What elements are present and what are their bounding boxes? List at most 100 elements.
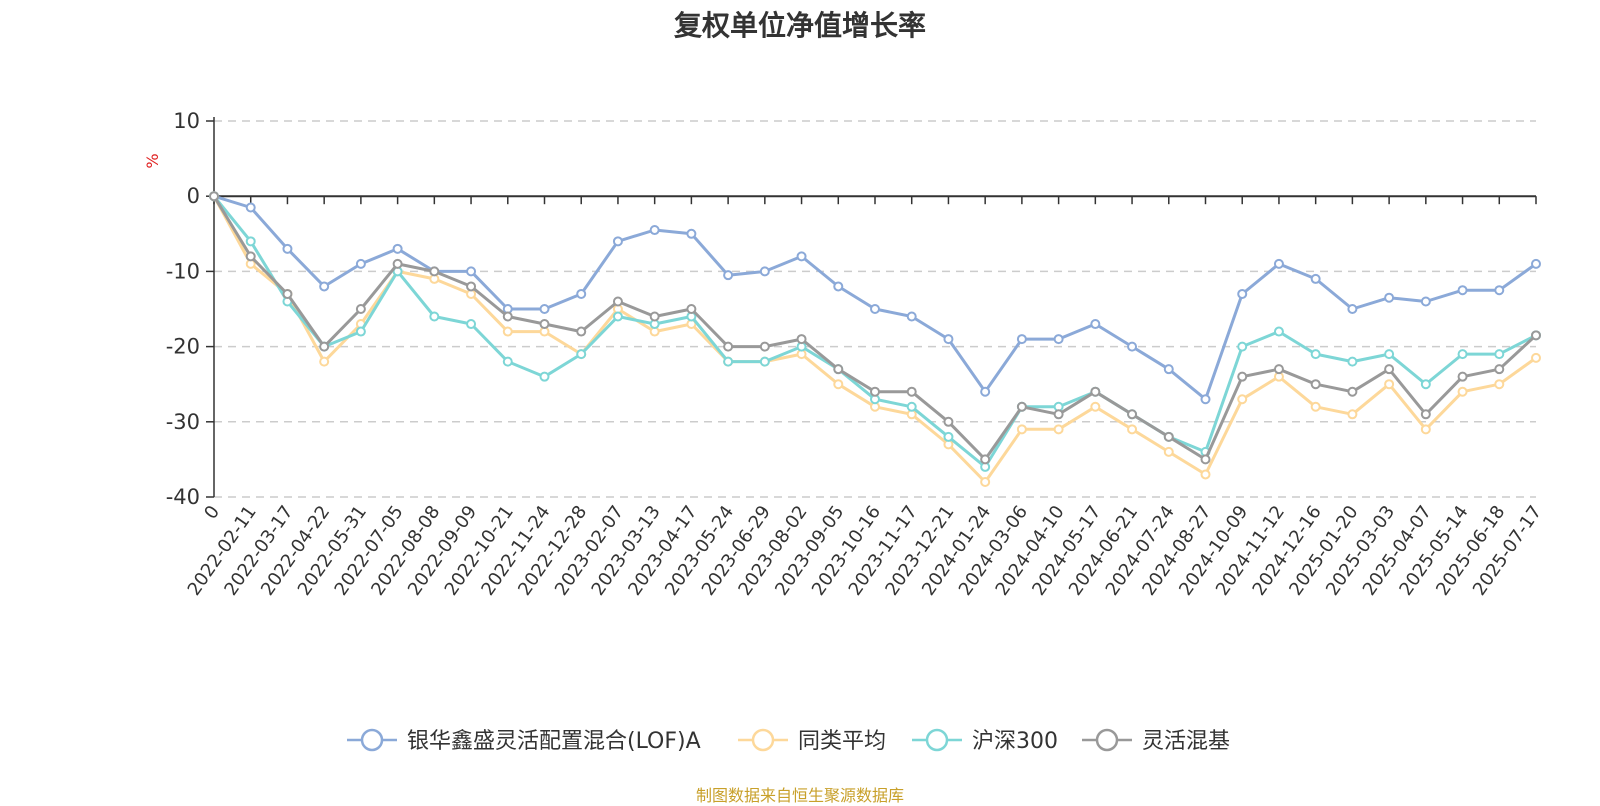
chart-title: 复权单位净值增长率 xyxy=(673,9,926,42)
data-point xyxy=(759,341,770,352)
data-point xyxy=(1384,349,1395,360)
data-point xyxy=(1531,330,1541,341)
data-point xyxy=(686,228,697,239)
legend-marker xyxy=(360,728,384,752)
data-point xyxy=(1420,424,1431,435)
data-point xyxy=(1384,379,1395,390)
data-point xyxy=(355,326,366,337)
y-tick-label: -10 xyxy=(166,259,200,283)
data-point xyxy=(796,251,807,262)
data-point xyxy=(1310,379,1321,390)
data-point xyxy=(1237,288,1248,299)
y-tick-label: -30 xyxy=(166,410,200,434)
data-point xyxy=(429,266,440,277)
data-point xyxy=(539,304,550,314)
data-point xyxy=(209,191,219,202)
data-point xyxy=(1090,319,1101,330)
data-point xyxy=(1310,401,1321,412)
data-point xyxy=(723,356,734,367)
data-point xyxy=(1163,446,1174,457)
data-point xyxy=(1127,424,1138,435)
legend-item-1: 同类平均 xyxy=(738,728,886,754)
data-point xyxy=(1200,394,1211,405)
x-tick-label: 0 xyxy=(200,502,224,523)
data-point xyxy=(1494,379,1505,390)
data-point xyxy=(392,243,403,254)
data-point xyxy=(1163,431,1174,442)
data-point xyxy=(1310,273,1321,284)
legend-label: 同类平均 xyxy=(798,729,886,754)
data-point xyxy=(1237,341,1248,352)
data-point xyxy=(1457,371,1468,382)
data-point xyxy=(576,288,587,299)
data-point xyxy=(1200,454,1211,465)
data-point xyxy=(870,304,880,314)
data-point xyxy=(576,326,587,337)
data-point xyxy=(282,243,293,254)
data-point xyxy=(355,304,366,314)
data-point xyxy=(282,288,293,299)
data-point xyxy=(1494,285,1505,296)
data-point xyxy=(429,311,440,322)
data-point xyxy=(1347,304,1358,314)
grid-layer xyxy=(214,120,1536,498)
data-point xyxy=(943,334,954,345)
series-layer xyxy=(209,191,1541,487)
series-line-3 xyxy=(212,195,1538,461)
data-point xyxy=(1494,349,1505,360)
data-point xyxy=(1347,356,1358,367)
series-line-0 xyxy=(213,194,1537,401)
data-point xyxy=(612,236,623,247)
data-point xyxy=(612,311,623,322)
data-point xyxy=(1347,409,1358,420)
data-point xyxy=(980,386,991,397)
data-point xyxy=(1053,334,1064,345)
data-point xyxy=(1016,334,1027,345)
data-point xyxy=(1127,341,1138,352)
data-point xyxy=(870,386,880,397)
source-note: 制图数据来自恒生聚源数据库 xyxy=(695,786,904,805)
data-point xyxy=(466,319,477,330)
data-point xyxy=(1457,349,1468,360)
legend-marker xyxy=(751,728,775,752)
data-point xyxy=(1420,379,1431,390)
data-point xyxy=(1016,401,1027,412)
data-point xyxy=(1420,296,1431,307)
data-point xyxy=(943,431,954,442)
legend-label: 灵活混基 xyxy=(1142,729,1230,754)
data-point xyxy=(1347,386,1358,397)
data-point xyxy=(1273,258,1284,269)
data-point xyxy=(1457,386,1468,397)
data-point xyxy=(245,236,256,247)
y-axis-label: % xyxy=(143,153,162,168)
data-point xyxy=(466,281,477,292)
data-point xyxy=(1163,364,1174,375)
data-point xyxy=(796,334,807,345)
data-point xyxy=(1053,409,1064,420)
data-point xyxy=(1053,424,1064,435)
data-point xyxy=(906,311,917,322)
data-point xyxy=(1200,469,1211,480)
axis-layer: 100-10-20-30-40%02022-02-112022-03-17202… xyxy=(143,109,1546,600)
data-point xyxy=(355,258,366,269)
data-point xyxy=(1273,326,1284,337)
data-point xyxy=(1237,371,1248,382)
data-point xyxy=(1494,364,1505,375)
legend-item-2: 沪深300 xyxy=(912,728,1058,754)
data-point xyxy=(612,296,623,307)
data-point xyxy=(980,454,991,465)
data-point xyxy=(723,270,734,281)
series-line-1 xyxy=(212,195,1537,484)
legend-marker xyxy=(925,728,949,752)
data-point xyxy=(1384,364,1395,375)
data-point xyxy=(245,202,256,213)
data-point xyxy=(649,311,660,322)
data-point xyxy=(245,251,256,262)
data-point xyxy=(1090,401,1101,412)
data-point xyxy=(466,266,477,277)
y-tick-label: 0 xyxy=(187,184,200,208)
legend: 银华鑫盛灵活配置混合(LOF)A 同类平均 沪深300 灵活混基 xyxy=(347,728,1230,754)
data-point xyxy=(319,341,330,352)
series-line-2 xyxy=(212,195,1537,469)
